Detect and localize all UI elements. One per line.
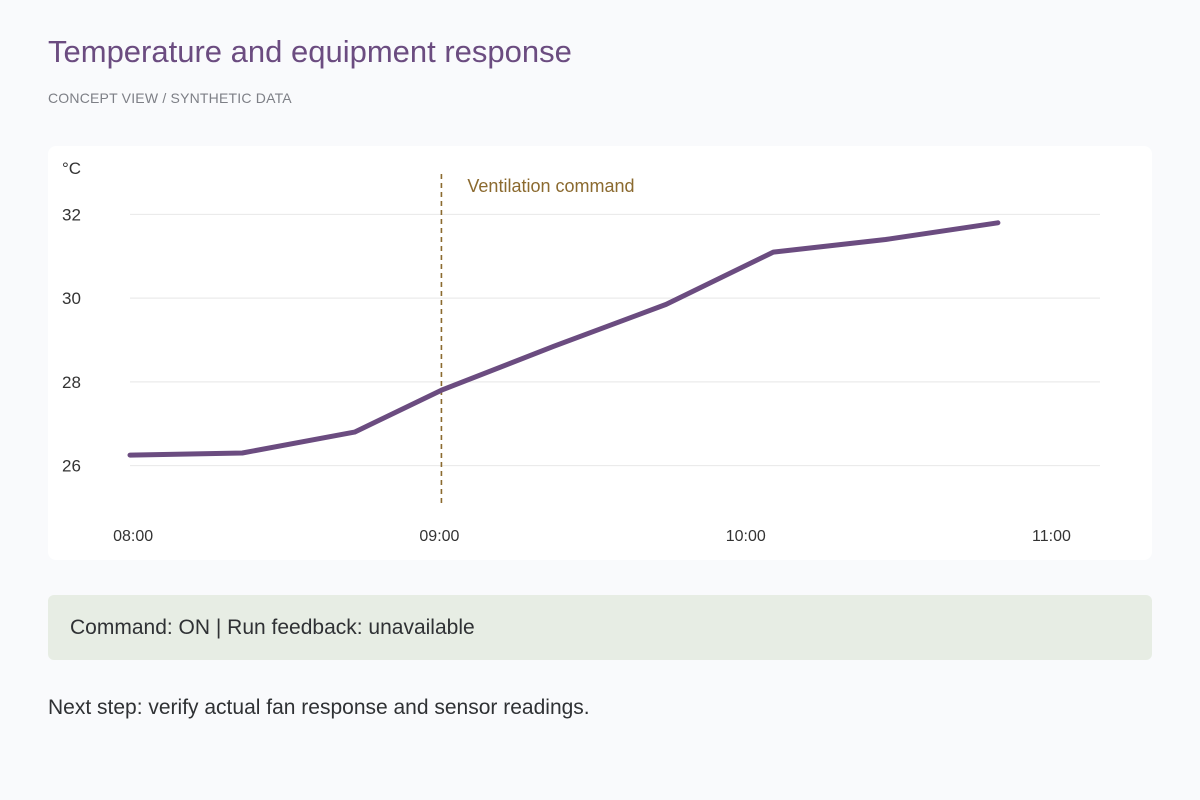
temperature-series-line (127, 220, 1001, 458)
page-title: Temperature and equipment response (48, 34, 572, 69)
y-axis-label: °C (62, 159, 81, 178)
data-point (439, 388, 443, 392)
data-point (884, 238, 888, 242)
data-point (552, 344, 556, 348)
data-point (664, 302, 668, 306)
y-tick-label: 30 (62, 289, 81, 308)
page-subtitle: CONCEPT VIEW / SYNTHETIC DATA (48, 90, 292, 106)
temperature-chart: 26 28 30 32 08:00 09:00 10:00 11:00 Ventilatio… (62, 159, 1100, 545)
x-tick-label: 10:00 (726, 528, 766, 545)
data-point (353, 430, 357, 434)
y-tick-label: 32 (62, 205, 81, 224)
status-text: Command: ON | Run feedback: unavailable (70, 615, 475, 639)
data-point (240, 451, 244, 455)
next-step-text: Next step: verify actual fan response an… (48, 696, 590, 719)
x-tick-label: 11:00 (1032, 528, 1071, 545)
y-tick-label: 26 (62, 457, 81, 476)
data-point (996, 221, 1000, 225)
x-tick-label: 08:00 (113, 528, 153, 545)
data-point (771, 250, 775, 254)
chart-card: 26 28 30 32 08:00 09:00 10:00 11:00 Ventilatio… (48, 146, 1152, 560)
annotation-label: Ventilation command (467, 176, 634, 196)
status-panel: Command: ON | Run feedback: unavailable (48, 595, 1152, 660)
y-tick-label: 28 (62, 373, 81, 392)
x-tick-label: 09:00 (419, 528, 459, 545)
data-point (128, 453, 132, 457)
